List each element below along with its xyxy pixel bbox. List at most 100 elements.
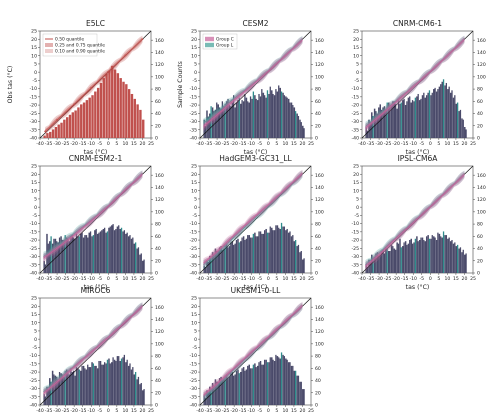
x-tick-label: -35 — [367, 276, 375, 282]
hist-bar-group-l — [428, 90, 431, 138]
x-tick-label: 25 — [308, 141, 314, 147]
x-tick-label: 25 — [148, 276, 154, 282]
hist-bar-group-l — [103, 362, 106, 405]
y-tick-label: -30 — [29, 119, 37, 125]
hist-bar-group-l — [292, 365, 294, 405]
hist-bar-group-c — [262, 364, 265, 405]
hist-bar-group-l — [289, 231, 291, 273]
panel-title: MIROC6 — [81, 286, 111, 295]
hist-bar-group-c — [102, 364, 105, 405]
hist-bar-group-l — [64, 235, 66, 273]
count-tick-label: 160 — [155, 305, 164, 311]
x-tick-label: -40 — [196, 141, 204, 147]
x-tick-label: -5 — [97, 276, 102, 282]
group-c-median-line — [43, 173, 143, 259]
hist-bar-group-l — [230, 242, 232, 273]
count-tick-label: 80 — [315, 222, 321, 228]
y-tick-label: -5 — [354, 213, 359, 219]
y-tick-label: 20 — [31, 172, 37, 178]
y-tick-label: 15 — [191, 312, 197, 318]
count-tick-label: 160 — [477, 38, 486, 44]
y-tick-label: -35 — [189, 394, 197, 400]
hist-bar-group-c — [116, 226, 119, 273]
y-tick-label: -25 — [189, 246, 197, 252]
median-point — [141, 38, 144, 41]
hist-bar-group-l — [210, 258, 212, 273]
hist-bar-group-l — [283, 356, 286, 405]
y-tick-label: 5 — [34, 197, 37, 203]
hist-bar-group-c — [296, 246, 298, 273]
hist-bar-group-l — [283, 226, 286, 273]
hist-bar-group-l — [81, 232, 83, 273]
y-tick-label: 25 — [31, 296, 37, 302]
count-tick-label: 120 — [315, 329, 324, 335]
hist-bar-obs — [133, 98, 136, 138]
hist-bar-group-c — [302, 389, 304, 405]
hist-bar-group-c — [91, 236, 93, 273]
hist-bar-group-c — [228, 246, 231, 273]
count-tick-label: 60 — [477, 99, 483, 105]
x-tick-label: -35 — [45, 141, 53, 147]
hist-bar-group-l — [221, 249, 224, 273]
median-point — [73, 103, 76, 106]
x-axis-label: tas (°C) — [244, 148, 268, 156]
hist-bar-group-l — [230, 106, 232, 138]
y-tick-label: 20 — [31, 37, 37, 43]
hist-bar-group-l — [137, 247, 140, 273]
hist-bar-group-c — [282, 354, 284, 405]
y-tick-label: 5 — [194, 62, 197, 68]
x-tick-label: -20 — [230, 276, 238, 282]
count-tick-label: 140 — [315, 317, 324, 323]
hist-bar-group-c — [237, 100, 239, 138]
hist-bar-group-c — [299, 252, 301, 273]
hist-bar-group-l — [456, 102, 459, 138]
x-tick-label: 5 — [115, 276, 118, 282]
group-c-band-25-75 — [203, 38, 303, 129]
hist-bar-group-c — [290, 365, 293, 405]
hist-bar-group-l — [263, 95, 266, 138]
hist-bar-obs — [65, 117, 69, 138]
hist-bar-group-l — [451, 239, 453, 273]
hist-bar-group-l — [123, 354, 126, 405]
hist-bar-group-c — [290, 102, 293, 138]
hist-bar-group-c — [430, 95, 432, 138]
hist-bar-group-l — [235, 370, 238, 405]
count-tick-label: 140 — [477, 50, 486, 56]
hist-bar-group-c — [441, 81, 443, 138]
hist-bar-group-l — [400, 247, 402, 273]
x-tick-label: -10 — [409, 276, 417, 282]
panel-e5lc: E5LC-40 -35 -30 -25 -20 -15 -10 -5 0 5 10 15 20 25-40… — [29, 19, 163, 156]
hist-bar-group-c — [438, 86, 441, 138]
y-tick-label: 10 — [191, 188, 197, 194]
group-c-median-line — [203, 305, 303, 396]
hist-bar-group-l — [386, 248, 388, 273]
hist-bar-group-c — [203, 395, 205, 405]
hist-bar-group-l — [389, 107, 391, 138]
count-tick-label: 20 — [155, 258, 161, 264]
y-tick-label: -30 — [351, 119, 359, 125]
count-tick-label: 80 — [315, 354, 321, 360]
hist-bar-group-c — [77, 236, 79, 273]
x-tick-label: 15 — [291, 276, 297, 282]
hist-bar-group-c — [234, 374, 236, 405]
hist-bar-group-c — [80, 233, 82, 273]
x-tick-label: 20 — [462, 141, 468, 147]
hist-bar-group-c — [399, 238, 401, 273]
y-tick-label: 5 — [194, 197, 197, 203]
y-tick-label: -40 — [29, 403, 37, 409]
hist-bar-group-l — [241, 237, 243, 273]
hist-bar-group-l — [286, 97, 288, 138]
hist-bar-group-l — [289, 362, 291, 405]
hist-bar-group-c — [254, 232, 256, 273]
y-tick-label: 10 — [191, 53, 197, 59]
hist-bar-group-l — [462, 119, 464, 138]
hist-bar-group-c — [435, 239, 438, 273]
count-tick-label: 80 — [155, 87, 161, 93]
hist-bar-group-l — [61, 239, 64, 273]
y-tick-label: 20 — [191, 37, 197, 43]
hist-bar-group-l — [369, 261, 371, 273]
hist-bar-group-l — [400, 102, 402, 138]
y-tick-label: -30 — [351, 254, 359, 260]
hist-bar-group-c — [285, 230, 287, 273]
